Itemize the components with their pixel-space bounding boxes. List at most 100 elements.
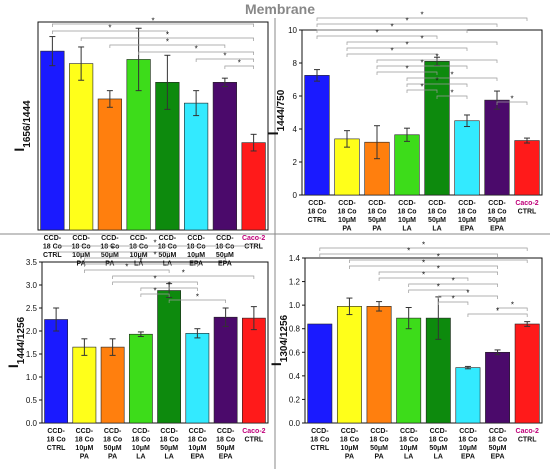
significance-star: * [407, 247, 410, 256]
x-category-label: CCD-18 Co 50μM LA [158, 235, 177, 268]
bar [485, 351, 511, 424]
significance-star: * [420, 59, 423, 68]
significance-bracket [437, 301, 469, 305]
x-category-label: CCD-18 Co 10μM LA [399, 428, 418, 461]
y-tick-label: 4 [293, 125, 298, 134]
significance-bracket [84, 269, 170, 273]
significance-bracket [319, 253, 498, 257]
bar [213, 316, 238, 424]
significance-star: * [437, 283, 440, 292]
significance-star: * [195, 45, 198, 54]
significance-bracket [109, 44, 226, 48]
y-tick-label: 0 [293, 191, 298, 200]
significance-star: * [450, 71, 453, 80]
bar [212, 82, 237, 231]
significance-bracket [378, 271, 498, 275]
significance-bracket [80, 37, 254, 41]
bar [157, 290, 182, 424]
y-tick-label: 2.0 [26, 327, 38, 336]
significance-bracket [346, 41, 498, 45]
bar [69, 63, 94, 231]
plot-frame [37, 21, 269, 231]
y-tick-label: 0.4 [289, 372, 301, 381]
bar [514, 323, 540, 424]
bar [366, 306, 392, 424]
y-tick-label: 6 [293, 92, 298, 101]
significance-star: * [422, 271, 425, 280]
y-tick-label: 3.5 [26, 258, 38, 267]
x-category-label: Caco-2 CTRL [515, 200, 538, 216]
significance-bracket [349, 265, 498, 269]
significance-bracket [140, 287, 198, 291]
significance-bracket [346, 53, 438, 57]
significance-star: * [420, 35, 423, 44]
x-category-label: CCD-18 Co 10μM PA [72, 235, 91, 268]
significance-bracket [168, 299, 226, 303]
significance-bracket [84, 263, 198, 267]
significance-star: * [151, 17, 154, 26]
y-tick-label: 0.0 [26, 419, 38, 428]
y-tick-label: 1.0 [289, 301, 301, 310]
significance-star: * [390, 47, 393, 56]
x-category-label: CCD-18 Co 50μM LA [427, 200, 446, 233]
significance-star: * [111, 245, 114, 254]
chart-panel-1: I1656/1444 CCD-18 Co CTRL CCD-18 Co 10μM PA CC… [11, 17, 269, 268]
y-tick-label: 1.4 [289, 254, 301, 263]
significance-star: * [139, 257, 142, 266]
significance-star: * [238, 59, 241, 68]
x-category-label: CCD-18 Co 50μM EPA [215, 235, 234, 268]
x-category-label: CCD-18 Co CTRL [310, 428, 330, 452]
significance-bracket [112, 275, 255, 279]
significance-star: * [422, 241, 425, 250]
significance-star: * [375, 29, 378, 38]
bar [241, 142, 266, 231]
bar [394, 134, 420, 196]
bar [185, 332, 210, 424]
significance-bracket [55, 251, 170, 255]
significance-star: * [405, 17, 408, 26]
x-category-label: Caco-2 CTRL [242, 428, 265, 444]
x-category-label: CCD-18 Co 50μM EPA [216, 428, 235, 461]
bar [454, 120, 480, 196]
bar [97, 98, 122, 231]
significance-star: * [437, 253, 440, 262]
significance-bracket [346, 47, 468, 51]
x-category-label: CCD-18 Co 50μM PA [103, 428, 122, 461]
significance-star: * [196, 293, 199, 302]
significance-bracket [140, 293, 170, 297]
chart-panel-3: 0.0 0.5 1.0 1.5 2.0 2.5 3.0 3.5 I1444/1256 CCD-18… [5, 239, 269, 461]
y-axis-label: I1656/1444 [11, 100, 33, 152]
x-category-label: CCD-18 Co 10μM EPA [458, 428, 477, 461]
y-tick-label: 3.0 [26, 281, 38, 290]
y-tick-label: 1.2 [289, 278, 301, 287]
bar [100, 346, 125, 424]
significance-bracket [316, 29, 468, 33]
figure-title: Membrane [245, 1, 315, 17]
significance-bracket [349, 259, 528, 263]
y-tick-label: 0.2 [289, 395, 301, 404]
significance-star: * [153, 239, 156, 248]
significance-bracket [316, 23, 498, 27]
significance-star: * [153, 287, 156, 296]
x-category-label: CCD-18 Co 50μM LA [429, 428, 448, 461]
significance-star: * [452, 295, 455, 304]
y-tick-label: 0.5 [26, 396, 38, 405]
y-tick-label: 2.5 [26, 304, 38, 313]
significance-star: * [450, 89, 453, 98]
significance-bracket [406, 77, 498, 81]
significance-bracket [376, 59, 498, 63]
y-axis-label: I1444/750 [265, 89, 287, 135]
significance-star: * [223, 52, 226, 61]
bar [184, 102, 209, 231]
significance-bracket [496, 101, 528, 105]
x-category-label: CCD-18 Co 10μM EPA [187, 235, 206, 268]
significance-bracket [376, 65, 468, 69]
bar [72, 346, 97, 424]
significance-star: * [420, 83, 423, 92]
y-tick-label: 0.0 [289, 419, 301, 428]
significance-bracket [319, 247, 528, 251]
y-tick-label: 8 [293, 59, 298, 68]
significance-star: * [166, 38, 169, 47]
x-category-label: CCD-18 Co CTRL [47, 428, 67, 452]
